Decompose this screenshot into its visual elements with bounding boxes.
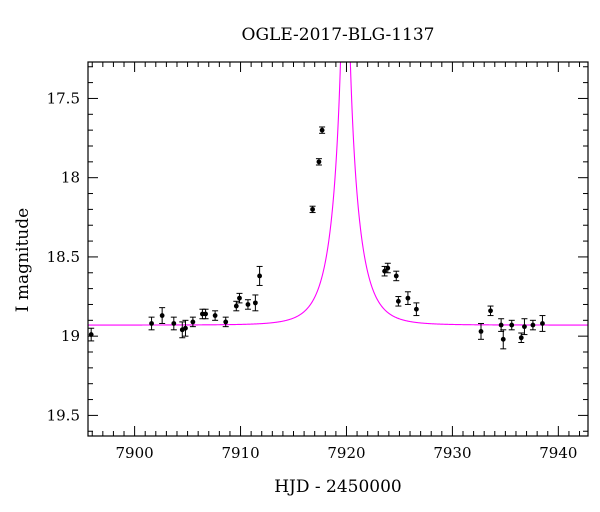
data-point	[256, 265, 263, 286]
x-tick-label: 7940	[539, 444, 577, 462]
x-tick-label: 7920	[327, 444, 365, 462]
plot-frame	[87, 61, 589, 437]
data-point	[212, 310, 219, 321]
data-point	[529, 319, 536, 331]
data-marker	[405, 295, 411, 301]
data-points-layer	[88, 126, 546, 350]
data-point	[395, 296, 402, 307]
x-axis-label: HJD - 2450000	[274, 477, 402, 497]
data-point	[413, 302, 420, 317]
x-tick-labels: 7900 7910 7920 7930 7940	[116, 444, 578, 462]
data-point	[159, 307, 166, 324]
data-point	[539, 315, 546, 332]
data-marker	[171, 321, 177, 326]
data-marker	[478, 329, 484, 334]
data-marker	[223, 319, 229, 325]
x-tick-label: 7900	[116, 444, 154, 462]
data-marker	[316, 159, 322, 165]
data-marker	[500, 336, 506, 342]
y-axis-label: I magnitude	[13, 208, 33, 312]
data-marker	[237, 295, 242, 301]
data-point	[508, 319, 515, 331]
data-marker	[522, 324, 527, 330]
y-tick-label: 19	[61, 327, 80, 345]
data-point	[88, 327, 95, 342]
data-point	[500, 329, 507, 350]
data-marker	[393, 273, 399, 279]
data-point	[170, 316, 177, 331]
x-tick-label: 7930	[433, 444, 471, 462]
data-point	[252, 294, 259, 312]
data-marker	[159, 313, 165, 318]
data-point	[182, 319, 189, 337]
model-curve	[88, 62, 588, 326]
data-point	[384, 262, 391, 274]
data-marker	[319, 127, 325, 133]
data-point	[244, 299, 251, 310]
y-tick-labels: 17.5 18 18.5 19 19.5	[47, 89, 80, 424]
data-marker	[310, 206, 315, 212]
data-marker	[190, 319, 196, 325]
data-marker	[212, 313, 218, 318]
data-point	[148, 316, 155, 331]
data-marker	[203, 311, 208, 317]
data-marker	[88, 332, 94, 337]
data-marker	[540, 321, 545, 326]
data-point	[233, 300, 240, 312]
data-point	[518, 332, 525, 343]
chart-title: OGLE-2017-BLG-1137	[242, 25, 435, 45]
data-marker	[413, 306, 419, 312]
data-marker	[183, 325, 188, 331]
data-point	[189, 316, 196, 328]
data-marker	[530, 322, 536, 328]
data-point	[487, 305, 494, 317]
model-curve-layer	[88, 62, 588, 326]
data-marker	[257, 273, 263, 279]
y-tick-label: 17.5	[47, 89, 80, 107]
data-point	[478, 322, 485, 340]
data-point	[404, 291, 411, 305]
data-marker	[245, 302, 251, 307]
y-tick-label: 19.5	[47, 406, 80, 424]
data-point	[222, 316, 229, 328]
data-point	[179, 321, 186, 339]
x-tick-label: 7910	[221, 444, 259, 462]
y-tick-label: 18.5	[47, 248, 80, 266]
data-marker	[395, 298, 401, 304]
data-point	[202, 308, 209, 320]
data-marker	[233, 303, 239, 309]
data-marker	[518, 335, 524, 341]
data-point	[309, 205, 316, 214]
data-marker	[149, 321, 154, 326]
data-point	[236, 292, 243, 304]
data-point	[521, 318, 528, 336]
axis-ticks	[88, 62, 588, 436]
data-point	[315, 158, 322, 166]
data-marker	[385, 265, 391, 271]
data-marker	[252, 300, 258, 306]
data-point	[393, 270, 400, 282]
data-marker	[509, 322, 515, 328]
data-marker	[488, 308, 493, 314]
y-tick-label: 18	[61, 169, 80, 187]
data-marker	[498, 322, 504, 328]
data-point	[319, 126, 326, 134]
